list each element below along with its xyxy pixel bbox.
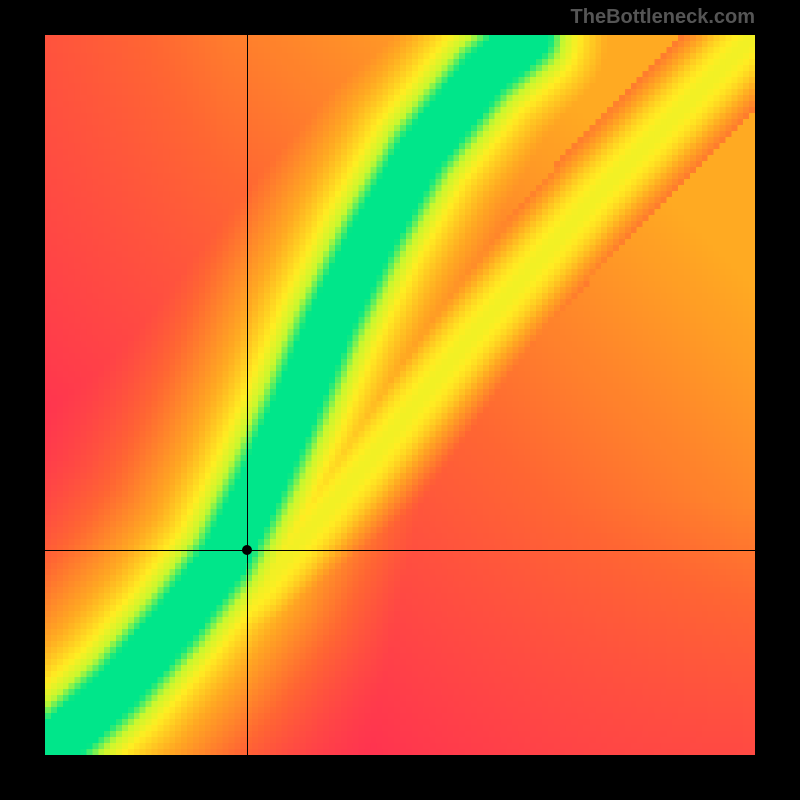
- watermark-text: TheBottleneck.com: [571, 6, 755, 29]
- chart-container: TheBottleneck.com: [0, 0, 800, 800]
- bottleneck-heatmap: [45, 35, 755, 755]
- crosshair-horizontal: [45, 550, 755, 551]
- crosshair-vertical: [247, 35, 248, 755]
